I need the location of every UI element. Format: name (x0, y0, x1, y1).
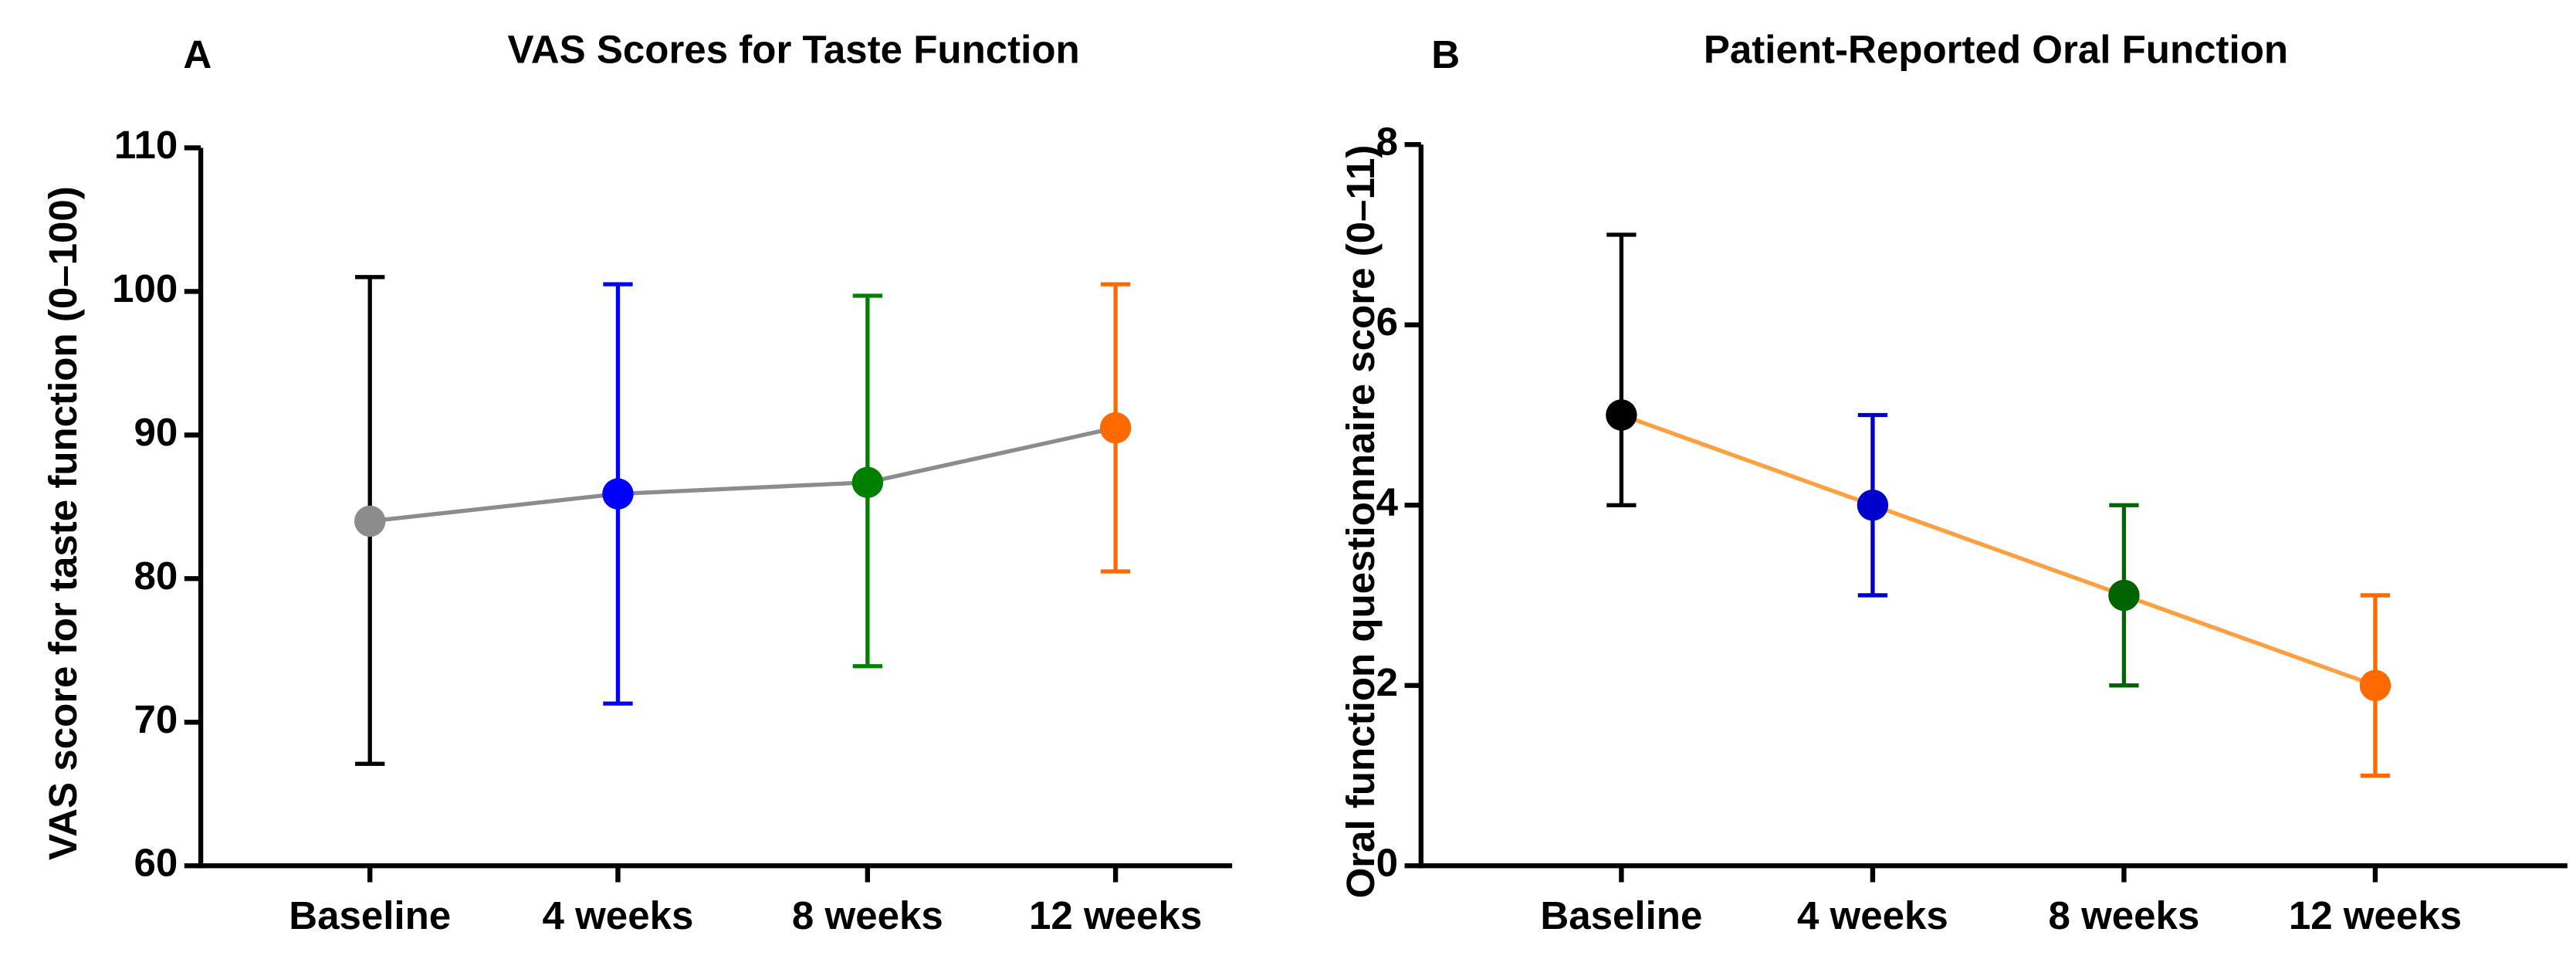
y-tick-label: 90 (134, 410, 178, 454)
data-point (1857, 490, 1889, 521)
data-point (1099, 412, 1132, 444)
y-tick-label: 80 (134, 554, 178, 598)
y-tick-label: 70 (134, 697, 178, 741)
y-tick-label: 60 (134, 841, 178, 885)
x-tick-label: 8 weeks (2049, 893, 2200, 937)
data-point (354, 505, 386, 537)
x-tick-label: 4 weeks (543, 893, 694, 937)
y-tick-label: 8 (1376, 120, 1398, 164)
x-tick-label: 8 weeks (792, 893, 943, 937)
y-tick-label: 6 (1376, 300, 1398, 344)
y-axis-label: Oral function questionnaire score (0–11) (1339, 145, 1383, 899)
x-tick-label: Baseline (1540, 893, 1702, 937)
data-point (602, 478, 634, 510)
chart-title: VAS Scores for Taste Function (507, 28, 1079, 72)
data-point (2108, 579, 2140, 612)
data-line (1620, 412, 2376, 688)
panel-label: B (1431, 32, 1460, 76)
x-tick-label: 12 weeks (2289, 893, 2462, 937)
y-axis-label: VAS score for taste function (0–100) (41, 186, 85, 860)
panel-label: A (183, 32, 212, 76)
y-tick-label: 100 (112, 266, 178, 310)
x-tick-label: 4 weeks (1797, 893, 1948, 937)
data-point (2359, 669, 2392, 701)
y-tick-label: 0 (1376, 841, 1398, 885)
chart-title: Patient-Reported Oral Function (1704, 28, 2288, 72)
data-line (369, 425, 1116, 524)
y-tick-label: 4 (1376, 480, 1399, 524)
x-tick-label: 12 weeks (1029, 893, 1202, 937)
y-tick-label: 110 (114, 123, 178, 167)
data-point (851, 466, 884, 498)
data-point (1606, 399, 1637, 431)
x-tick-label: Baseline (289, 893, 451, 937)
y-tick-label: 2 (1376, 660, 1398, 704)
